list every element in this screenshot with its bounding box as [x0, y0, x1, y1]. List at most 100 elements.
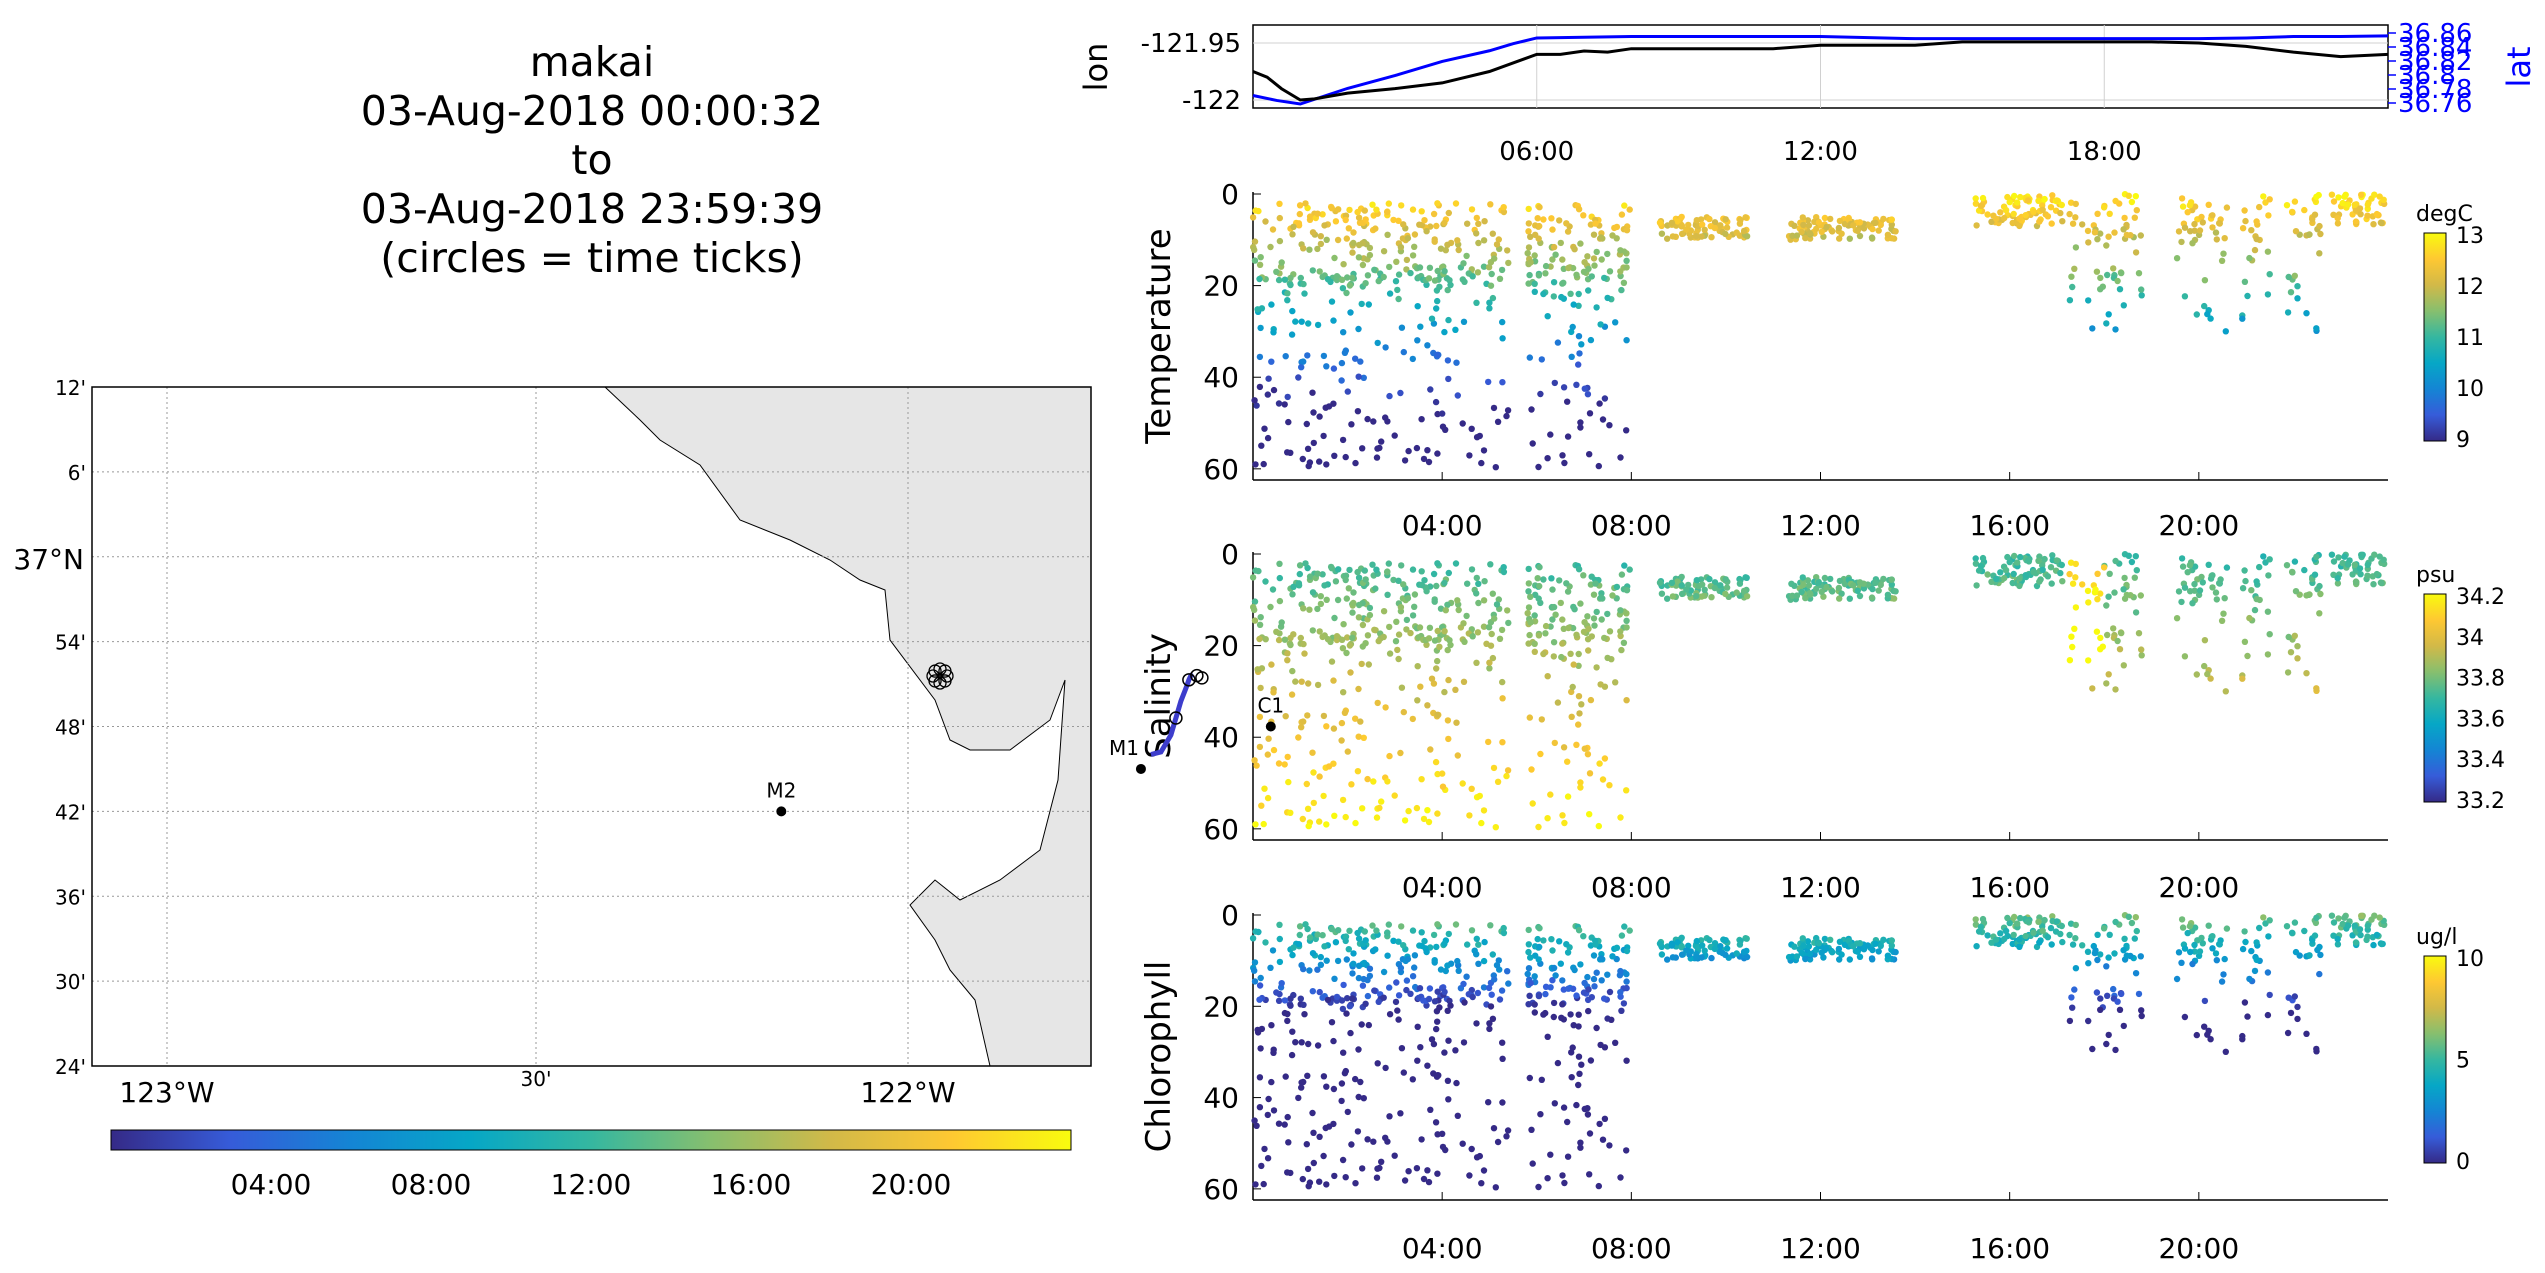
temperature-point — [2294, 295, 2301, 302]
temperature-point — [1552, 251, 1559, 258]
salinity-point — [1693, 592, 1700, 600]
salinity-point — [2301, 566, 2308, 574]
chlorophyll-point — [1265, 1095, 1272, 1103]
temperature-point — [2100, 204, 2108, 211]
temperature-point — [1256, 261, 1264, 268]
salinity-point — [1564, 793, 1572, 800]
temperature-point — [2016, 222, 2023, 230]
salinity-point — [1494, 778, 1502, 785]
temperature-point — [1432, 398, 1440, 406]
salinity-point — [1489, 590, 1497, 597]
chlorophyll-point — [1597, 1041, 1604, 1049]
temperature-point — [2294, 283, 2301, 290]
chlorophyll-point — [2004, 914, 2011, 922]
temperature-point — [1335, 206, 1342, 213]
temperature-point — [1414, 303, 1421, 310]
temperature-point — [2010, 210, 2017, 218]
salinity-point — [1499, 695, 1506, 702]
temperature-point — [1549, 226, 1556, 233]
temperature-point — [1287, 274, 1294, 282]
temperature-point — [1678, 222, 1686, 229]
temperature-point — [1268, 358, 1275, 365]
salinity-point — [1557, 599, 1565, 607]
temperature-point — [1292, 318, 1299, 325]
salinity-point — [1358, 660, 1365, 668]
chlorophyll-point — [2196, 948, 2204, 955]
chlorophyll-point — [1678, 943, 1686, 950]
chlorophyll-point — [1254, 1026, 1261, 1034]
temperature-point — [1264, 434, 1272, 442]
salinity-point — [1593, 608, 1600, 616]
time-tick-circle — [938, 664, 952, 678]
chlorophyll-point — [1708, 954, 1715, 962]
salinity-point — [2313, 685, 2320, 692]
temperature-point — [1540, 216, 1547, 223]
salinity-point — [1575, 721, 1582, 728]
map-colorbar-tick: 04:00 — [231, 1168, 312, 1201]
chlorophyll-point — [1464, 941, 1471, 948]
salinity-point — [1316, 773, 1323, 780]
lon-series-line — [1252, 40, 2389, 102]
salinity-point — [1612, 679, 1619, 686]
chlorophyll-point — [1341, 1070, 1349, 1077]
salinity-point — [1452, 560, 1460, 567]
salinity-point — [1432, 758, 1440, 766]
temperature-y-tick: 60 — [1203, 453, 1239, 486]
salinity-point — [1437, 605, 1445, 612]
temperature-point — [1287, 449, 1294, 456]
salinity-point — [1802, 594, 1809, 602]
chlorophyll-point — [1344, 995, 1351, 1002]
salinity-point — [1584, 751, 1592, 758]
chlorophyll-point — [1617, 1174, 1624, 1181]
salinity-point — [2248, 587, 2255, 594]
salinity-point — [1617, 628, 1624, 635]
temperature-point — [2191, 203, 2199, 210]
temperature-point — [1256, 383, 1264, 391]
salinity-point — [1390, 576, 1397, 584]
temperature-point — [2301, 206, 2308, 214]
salinity-point — [1678, 590, 1686, 598]
chlorophyll-point — [1706, 936, 1713, 944]
temperature-point — [2120, 226, 2127, 233]
salinity-point — [2193, 671, 2200, 678]
chlorophyll-point — [1258, 1162, 1265, 1170]
salinity-point — [2212, 589, 2220, 596]
chlorophyll-colorbar-tick: 5 — [2456, 1049, 2470, 1074]
temperature-point — [2256, 203, 2263, 211]
chlorophyll-point — [2114, 998, 2121, 1005]
chlorophyll-point — [1524, 970, 1531, 978]
salinity-point — [1601, 634, 1608, 642]
chlorophyll-point — [1444, 1077, 1452, 1085]
temperature-point — [1626, 206, 1633, 213]
temperature-point — [1979, 194, 1987, 202]
temperature-point — [1424, 447, 1431, 454]
temperature-point — [1494, 418, 1502, 425]
chlorophyll-point — [1742, 935, 1749, 942]
chlorophyll-point — [1711, 940, 1719, 947]
temperature-point — [1585, 265, 1592, 272]
salinity-point — [1613, 583, 1621, 591]
temperature-point — [1488, 270, 1495, 278]
temperature-point — [2097, 230, 2104, 237]
temperature-point — [1880, 215, 1887, 223]
chlorophyll-point — [1997, 930, 2004, 937]
salinity-point — [2039, 566, 2046, 573]
salinity-point — [2125, 552, 2132, 559]
chlorophyll-point — [2135, 990, 2143, 998]
chlorophyll-point — [1411, 964, 1418, 971]
chlorophyll-point — [1437, 966, 1445, 973]
temperature-point — [1489, 230, 1497, 237]
salinity-point — [1487, 642, 1495, 649]
salinity-point — [1493, 601, 1501, 608]
chlorophyll-point — [1973, 943, 1980, 950]
salinity-point — [1352, 819, 1359, 827]
chlorophyll-point — [1426, 985, 1434, 992]
temperature-point — [1252, 461, 1259, 468]
temperature-point — [1498, 266, 1506, 274]
salinity-point — [1275, 636, 1283, 644]
lat-y-tick: 36.82 — [2398, 47, 2472, 77]
salinity-point — [1393, 618, 1400, 625]
temperature-point — [1253, 402, 1260, 409]
salinity-point — [1289, 591, 1296, 598]
temperature-point — [1380, 273, 1387, 281]
